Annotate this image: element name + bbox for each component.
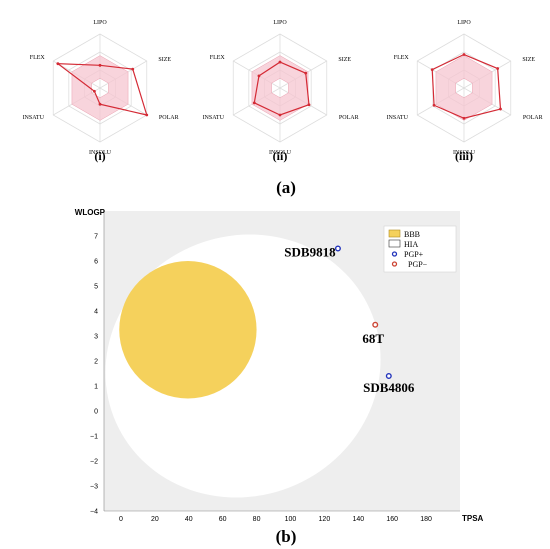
radar-chart-2: LIPO SIZE POLAR INSOLU INSATU FLEX (ii)	[203, 20, 359, 163]
y-tick-label: 7	[94, 234, 98, 241]
radar-caption: (ii)	[273, 149, 288, 163]
radar-point-lipo	[462, 53, 466, 56]
legend-swatch-hia	[388, 239, 401, 248]
y-tick-label: −4	[90, 509, 98, 516]
data-point-68t	[372, 321, 379, 328]
radar-axis-label-insolu: INSOLU	[453, 150, 476, 156]
radar-chart-3: LIPO SIZE POLAR INSOLU INSATU FLEX (iii)	[387, 20, 543, 163]
radar-point-polar	[307, 103, 311, 107]
x-tick-label: 180	[420, 516, 432, 523]
radar-point-insolu	[462, 116, 466, 120]
legend-marker	[391, 251, 398, 257]
x-tick-label: 100	[285, 516, 297, 523]
radar-axis-label-insolu: INSOLU	[89, 150, 112, 156]
radar-point-size	[304, 71, 308, 75]
radar-axis-label-lipo: LIPO	[457, 20, 471, 26]
x-tick-label: 20	[151, 516, 159, 523]
radar-axis-label-flex: FLEX	[394, 55, 410, 61]
radar-point-flex	[257, 74, 261, 78]
x-axis-title: TPSA	[462, 514, 484, 523]
radar-axis-label-lipo: LIPO	[273, 20, 287, 26]
y-tick-label: 5	[94, 284, 98, 291]
radar-axis-label-size: SIZE	[158, 57, 171, 63]
y-tick-label: 0	[94, 409, 98, 416]
radar-point-lipo	[98, 63, 102, 67]
radar-optimal-region	[71, 55, 129, 121]
x-tick-label: 60	[219, 516, 227, 523]
radar-point-insatu	[252, 101, 256, 105]
radar-axis-label-polar: POLAR	[339, 115, 359, 121]
radar-point-insolu	[98, 102, 102, 106]
legend-marker	[391, 261, 398, 267]
radar-axis-label-polar: POLAR	[159, 115, 179, 121]
radar-axis-label-insatu: INSATU	[203, 115, 225, 121]
radar-optimal-region	[435, 55, 493, 121]
radar-axis-label-insatu: INSATU	[23, 115, 45, 121]
radar-caption: (iii)	[455, 149, 473, 163]
radar-point-polar	[499, 107, 502, 111]
legend-swatch-bbb	[388, 229, 401, 238]
radar-point-lipo	[278, 60, 282, 64]
x-tick-label: 0	[119, 516, 123, 523]
radar-axis-label-insatu: INSATU	[387, 115, 409, 121]
data-point-sdb9818	[334, 245, 341, 252]
y-axis-title: WLOGP	[75, 208, 106, 217]
data-point-label: 68T	[362, 331, 384, 346]
data-point-label: SDB4806	[363, 380, 415, 395]
y-tick-label: 1	[94, 384, 98, 391]
radar-axis-label-size: SIZE	[522, 57, 535, 63]
data-point-sdb4806	[385, 373, 392, 380]
data-point-label: SDB9818	[284, 245, 336, 260]
legend-label: HIA	[404, 240, 418, 249]
y-tick-label: 6	[94, 259, 98, 266]
legend-label: PGP+	[404, 250, 424, 259]
panel-label-a: (a)	[276, 178, 296, 197]
radar-axis-label-insolu: INSOLU	[269, 150, 292, 156]
legend-label: BBB	[404, 230, 420, 239]
radar-point-flex	[430, 68, 434, 72]
radar-axis-label-lipo: LIPO	[93, 20, 107, 26]
radar-point-polar	[145, 113, 149, 117]
legend-label: PGP−	[408, 260, 428, 269]
radar-panel: LIPO SIZE POLAR INSOLU INSATU FLEX (i) LIPO SIZE…	[23, 20, 543, 163]
radar-point-flex	[56, 62, 60, 66]
x-tick-label: 160	[386, 516, 398, 523]
radar-axis-label-polar: POLAR	[523, 115, 543, 121]
y-tick-label: −2	[90, 459, 98, 466]
radar-caption: (i)	[94, 149, 105, 163]
x-tick-label: 40	[185, 516, 193, 523]
boiled-egg-chart: −4 −3 −2 −1 0 1 2 3 4 5 6 7 0 20 40 60 80 100 120 140 160 180…	[75, 208, 484, 523]
y-tick-label: 2	[94, 359, 98, 366]
radar-axis-label-flex: FLEX	[210, 55, 226, 61]
y-tick-label: −1	[90, 434, 98, 441]
radar-axis-label-size: SIZE	[338, 57, 351, 63]
radar-point-insatu	[92, 89, 96, 93]
y-tick-label: 4	[94, 309, 98, 316]
bbb-region	[119, 261, 257, 399]
radar-point-size	[131, 67, 135, 71]
radar-point-insatu	[432, 103, 436, 107]
y-tick-label: 3	[94, 334, 98, 341]
radar-chart-1: LIPO SIZE POLAR INSOLU INSATU FLEX (i)	[23, 20, 179, 163]
radar-point-size	[496, 67, 500, 70]
radar-point-insolu	[278, 113, 282, 117]
x-tick-label: 80	[253, 516, 261, 523]
x-tick-label: 120	[319, 516, 331, 523]
radar-axis-label-flex: FLEX	[30, 55, 46, 61]
panel-label-b: (b)	[276, 527, 297, 546]
x-tick-label: 140	[352, 516, 364, 523]
y-tick-label: −3	[90, 484, 98, 491]
